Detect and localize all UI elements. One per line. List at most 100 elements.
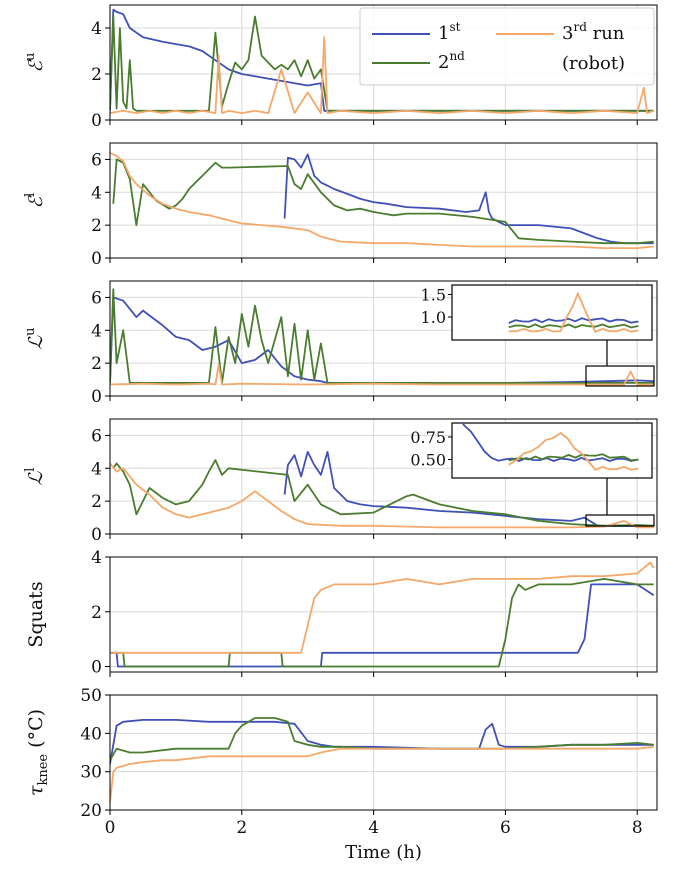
panel-frame	[109, 694, 658, 811]
legend-label-sup: st	[449, 20, 460, 34]
y-axis-label-main: Squats	[25, 581, 47, 647]
inset-line-3	[508, 431, 639, 471]
series-line-1	[110, 719, 654, 765]
legend-box	[359, 7, 655, 86]
panel-frame	[109, 280, 658, 397]
panel-frame	[109, 556, 658, 673]
y-tick-label: 4	[91, 19, 102, 39]
series-line-2	[110, 578, 654, 668]
inset-frame	[451, 422, 653, 479]
x-tick-label: 6	[500, 818, 511, 838]
series-group	[110, 152, 654, 249]
y-tick-label: 0	[91, 658, 102, 678]
y-axis-label-sup: l	[23, 193, 38, 197]
panel-1: 0 2 4 ℰu	[23, 4, 658, 131]
inset-line-1	[508, 317, 639, 324]
y-tick-label: 50	[80, 686, 102, 706]
legend-label-3: 3rd run	[562, 20, 625, 44]
x-tick-label: 8	[632, 818, 643, 838]
y-axis-label-unit: (°C)	[25, 709, 47, 754]
series-line-2	[110, 717, 654, 761]
y-axis-label: ℰu	[23, 53, 47, 73]
y-tick-label: 6	[91, 288, 102, 308]
y-tick-label: 20	[80, 801, 102, 821]
series-line-3	[110, 36, 654, 114]
series-line-3	[110, 561, 655, 654]
y-tick-label: 0	[91, 111, 102, 131]
legend-label-main: 2	[438, 52, 449, 73]
y-tick-label: 2	[91, 492, 102, 512]
series-line-2	[110, 15, 654, 112]
y-tick-label: 6	[91, 150, 102, 170]
y-tick-label: 4	[91, 321, 102, 341]
series-group	[110, 288, 654, 386]
y-axis-label: ℒl	[23, 468, 47, 486]
y-axis-label-main: ℒ	[25, 335, 47, 350]
panel-2: 0 2 4 6 ℰl	[23, 142, 658, 269]
legend-label-sup: nd	[449, 49, 465, 63]
series-line-1	[283, 153, 654, 245]
y-tick-label: 2	[91, 603, 102, 623]
y-axis-label-main: ℰ	[25, 194, 47, 208]
y-tick-label: 4	[91, 183, 102, 203]
y-tick-label: 4	[91, 459, 102, 479]
y-tick-label: 2	[91, 65, 102, 85]
zoom-box	[585, 514, 655, 527]
panel-6: 20 30 40 50 τknee (°C)	[25, 686, 658, 821]
legend-label-2: 2nd	[438, 49, 465, 73]
series-line-3	[110, 745, 654, 803]
inset-tick-label: 0.50	[410, 451, 446, 470]
series-line-2	[110, 288, 654, 384]
y-tick-label: 6	[91, 426, 102, 446]
series-group	[110, 451, 654, 529]
y-axis-label-sup: u	[23, 53, 38, 61]
legend-label-main: 3	[562, 23, 573, 44]
y-axis-label: ℒu	[23, 327, 47, 349]
panel-4: 0 2 4 6 ℒl 0.50 0.75	[23, 418, 658, 545]
panel-frame	[109, 142, 658, 259]
panel-frame	[109, 418, 658, 535]
zoom-box	[585, 365, 655, 387]
legend: 1st 2nd 3rd run (robot)	[359, 7, 655, 86]
series-group	[110, 717, 654, 803]
legend-label-sup: rd	[573, 20, 587, 34]
y-tick-label: 2	[91, 354, 102, 374]
series-line-1	[110, 583, 655, 668]
series-group	[110, 561, 655, 668]
y-tick-label: 0	[91, 387, 102, 407]
y-tick-label: 30	[80, 763, 102, 783]
x-axis-label: Time (h)	[345, 842, 422, 863]
panel-5: 0 2 4 Squats	[25, 548, 658, 678]
y-tick-label: 0	[91, 249, 102, 269]
y-tick-label: 0	[91, 525, 102, 545]
x-tick-label: 4	[368, 818, 379, 838]
series-line-3	[110, 462, 654, 529]
inset-line-2	[508, 323, 639, 329]
inset: 0.50 0.75	[410, 422, 655, 527]
inset: 1.01.5	[421, 284, 655, 387]
y-tick-label: 40	[80, 724, 102, 744]
y-axis-label: ℰl	[23, 193, 47, 209]
y-tick-label: 2	[91, 216, 102, 236]
legend-label-suffix: run	[587, 23, 625, 44]
x-tick-label: 0	[105, 818, 116, 838]
series-line-3	[110, 363, 654, 386]
y-tick-label: 4	[91, 548, 102, 568]
legend-label-1: 1st	[438, 20, 461, 44]
panel-frame	[109, 4, 658, 121]
inset-series	[508, 291, 639, 333]
inset-line-3	[508, 291, 639, 333]
series-group	[110, 8, 654, 114]
x-tick-label: 2	[236, 818, 247, 838]
series-line-2	[112, 158, 654, 245]
y-axis-label-sup: l	[23, 468, 38, 472]
y-axis-label-main: τ	[25, 785, 47, 796]
legend-label-line2: (robot)	[562, 53, 625, 74]
y-axis-label: τknee (°C)	[25, 709, 51, 796]
inset-tick-label: 1.5	[421, 286, 446, 305]
inset-line-2	[508, 453, 639, 462]
series-line-3	[110, 152, 654, 249]
inset-tick-label: 1.0	[421, 308, 446, 327]
